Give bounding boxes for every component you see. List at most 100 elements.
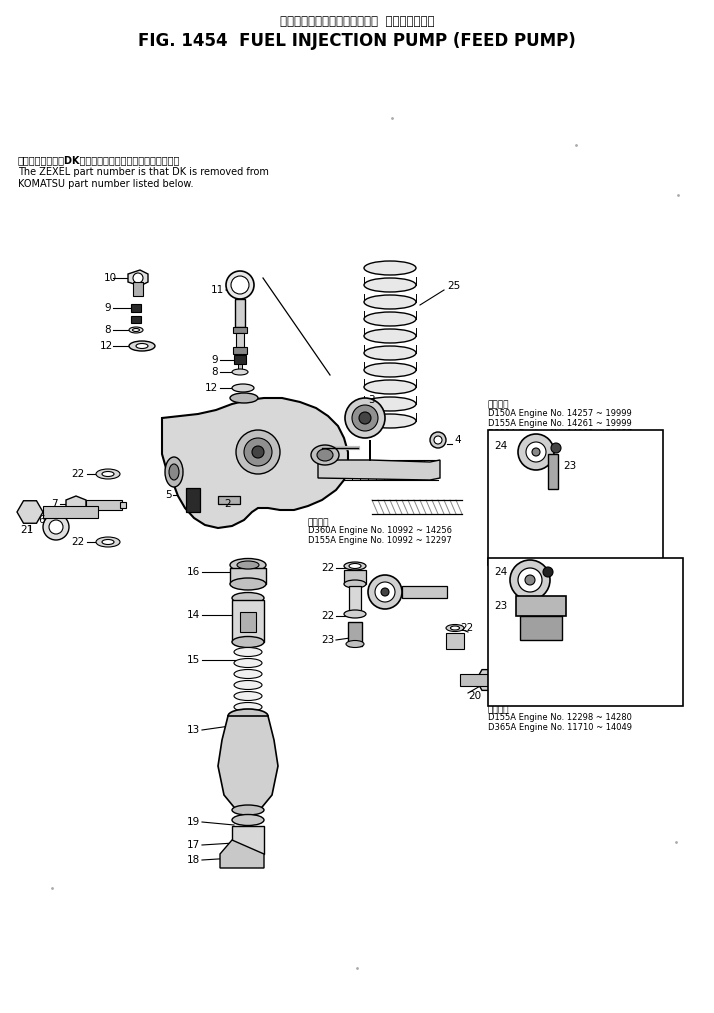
Bar (234, 355, 246, 364)
Circle shape (133, 272, 143, 283)
Text: 22: 22 (321, 611, 334, 621)
Text: 13: 13 (187, 725, 200, 735)
Text: 17: 17 (187, 840, 200, 850)
Text: KOMATSU part number listed below.: KOMATSU part number listed below. (18, 179, 193, 189)
Ellipse shape (364, 380, 416, 394)
Bar (548, 454, 558, 489)
Text: 23: 23 (321, 635, 334, 645)
Circle shape (510, 560, 550, 600)
Bar (232, 826, 264, 854)
Ellipse shape (96, 537, 120, 547)
Bar (43, 506, 98, 518)
Ellipse shape (234, 702, 262, 711)
Text: 15: 15 (187, 655, 200, 665)
Ellipse shape (133, 328, 139, 331)
Text: D150A Engine No. 14257 ~ 19999: D150A Engine No. 14257 ~ 19999 (488, 409, 632, 418)
Ellipse shape (102, 471, 114, 476)
Bar (240, 612, 256, 632)
Circle shape (434, 436, 442, 444)
Bar (133, 282, 143, 296)
Circle shape (43, 514, 69, 540)
Bar (131, 304, 141, 312)
Ellipse shape (228, 709, 268, 723)
Circle shape (226, 271, 254, 299)
Ellipse shape (165, 457, 183, 487)
Ellipse shape (129, 341, 155, 350)
Circle shape (518, 568, 542, 592)
Text: 12: 12 (205, 383, 218, 393)
Text: 16: 16 (187, 567, 200, 577)
Text: 22: 22 (71, 469, 84, 479)
Text: 23: 23 (494, 601, 507, 611)
Text: 20: 20 (468, 691, 481, 701)
Bar (348, 622, 362, 646)
Polygon shape (218, 716, 278, 812)
Text: 14: 14 (187, 610, 200, 620)
Ellipse shape (364, 261, 416, 275)
Ellipse shape (136, 343, 148, 348)
Ellipse shape (364, 278, 416, 292)
Text: 25: 25 (447, 281, 461, 291)
Ellipse shape (169, 464, 179, 480)
Bar (235, 299, 245, 327)
Text: 19: 19 (187, 817, 200, 827)
Circle shape (231, 276, 249, 294)
Bar (120, 502, 126, 508)
Text: The ZEXEL part number is that DK is removed from: The ZEXEL part number is that DK is remo… (18, 167, 269, 177)
Bar (349, 586, 361, 614)
Circle shape (525, 575, 535, 585)
Bar (131, 316, 141, 323)
Ellipse shape (230, 393, 258, 403)
Ellipse shape (451, 626, 460, 630)
Text: 8: 8 (104, 325, 111, 335)
Ellipse shape (344, 562, 366, 570)
Polygon shape (220, 840, 264, 868)
Text: 7: 7 (51, 499, 58, 509)
Circle shape (375, 582, 395, 602)
Bar (186, 488, 200, 512)
Text: 適用年式: 適用年式 (308, 518, 329, 527)
Text: D155A Engine No. 14261 ~ 19999: D155A Engine No. 14261 ~ 19999 (488, 419, 632, 428)
Polygon shape (66, 496, 86, 514)
Text: 4: 4 (454, 435, 461, 445)
Text: 18: 18 (187, 855, 200, 865)
Ellipse shape (346, 640, 364, 647)
Text: D360A Engine No. 10992 ~ 14256: D360A Engine No. 10992 ~ 14256 (308, 526, 452, 535)
Ellipse shape (311, 445, 339, 465)
Bar (488, 430, 663, 565)
Bar (218, 496, 240, 504)
Ellipse shape (234, 692, 262, 701)
Ellipse shape (232, 593, 264, 604)
Text: 22: 22 (321, 563, 334, 573)
Ellipse shape (232, 805, 264, 815)
Ellipse shape (364, 312, 416, 326)
Polygon shape (476, 670, 500, 691)
Text: 適用年式: 適用年式 (488, 705, 510, 714)
Bar (86, 500, 122, 510)
Polygon shape (318, 440, 440, 480)
Bar (230, 568, 266, 585)
Ellipse shape (234, 658, 262, 668)
Text: 3: 3 (368, 395, 375, 405)
Text: 23: 23 (563, 461, 576, 471)
Polygon shape (162, 398, 348, 528)
Ellipse shape (364, 346, 416, 360)
Polygon shape (128, 270, 148, 286)
Text: D365A Engine No. 11710 ~ 14049: D365A Engine No. 11710 ~ 14049 (488, 723, 632, 732)
Ellipse shape (446, 624, 464, 631)
Bar (233, 327, 247, 333)
Bar (488, 558, 683, 706)
Ellipse shape (344, 610, 366, 618)
Ellipse shape (129, 327, 143, 333)
Ellipse shape (364, 414, 416, 428)
Ellipse shape (232, 384, 254, 392)
Ellipse shape (230, 578, 266, 590)
Circle shape (252, 446, 264, 458)
Bar (233, 347, 247, 354)
Ellipse shape (364, 295, 416, 309)
Text: D155A Engine No. 12298 ~ 14280: D155A Engine No. 12298 ~ 14280 (488, 713, 632, 722)
Text: 22: 22 (460, 623, 473, 633)
Ellipse shape (102, 540, 114, 545)
Text: 22: 22 (71, 537, 84, 547)
Text: 2: 2 (224, 499, 231, 509)
